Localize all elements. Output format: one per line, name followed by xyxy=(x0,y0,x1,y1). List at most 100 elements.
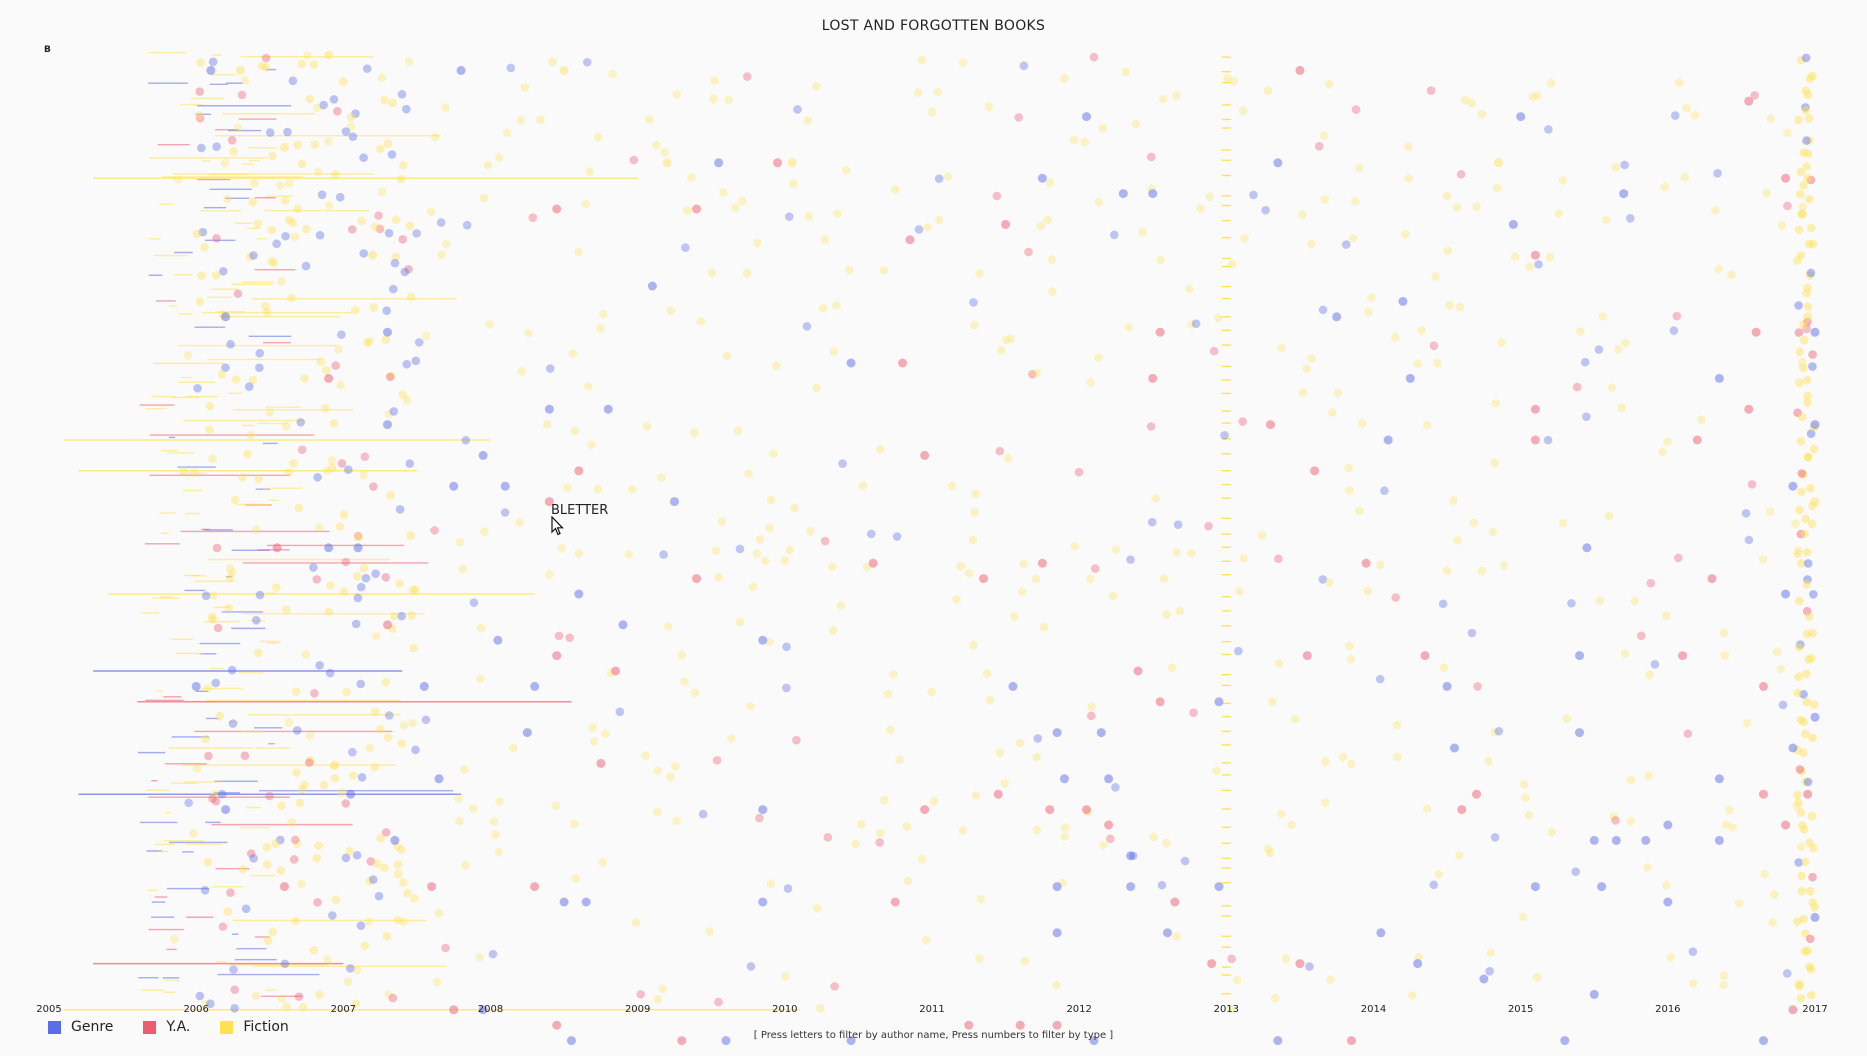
book-point[interactable] xyxy=(221,312,231,322)
book-point[interactable] xyxy=(1782,969,1792,978)
book-point[interactable] xyxy=(1794,798,1803,807)
book-point[interactable] xyxy=(1802,697,1812,707)
book-point[interactable] xyxy=(1543,435,1553,445)
book-point[interactable] xyxy=(397,739,407,748)
book-point[interactable] xyxy=(206,999,215,1008)
book-point[interactable] xyxy=(969,298,978,307)
book-point[interactable] xyxy=(1795,378,1804,388)
book-point[interactable] xyxy=(830,982,839,991)
book-point[interactable] xyxy=(738,196,747,206)
book-point[interactable] xyxy=(243,449,252,459)
book-point[interactable] xyxy=(195,991,205,1001)
book-point[interactable] xyxy=(780,971,790,981)
book-point[interactable] xyxy=(744,469,753,478)
book-point[interactable] xyxy=(384,711,394,720)
book-point[interactable] xyxy=(1348,233,1358,243)
book-point[interactable] xyxy=(593,132,603,142)
book-point[interactable] xyxy=(662,158,672,168)
book-point[interactable] xyxy=(279,882,289,892)
book-point[interactable] xyxy=(1017,587,1027,596)
book-point[interactable] xyxy=(1758,681,1768,691)
book-point[interactable] xyxy=(196,58,205,67)
book-point[interactable] xyxy=(570,819,579,829)
book-point[interactable] xyxy=(432,977,442,987)
book-point[interactable] xyxy=(1803,391,1812,401)
book-point[interactable] xyxy=(1798,363,1808,373)
book-point[interactable] xyxy=(672,816,681,826)
book-point[interactable] xyxy=(1547,827,1557,837)
book-point[interactable] xyxy=(237,90,247,100)
book-point[interactable] xyxy=(1162,838,1171,848)
book-point[interactable] xyxy=(255,363,264,373)
book-point[interactable] xyxy=(1052,728,1062,738)
book-point[interactable] xyxy=(1089,1036,1099,1046)
book-point[interactable] xyxy=(1490,458,1499,468)
book-point[interactable] xyxy=(1205,192,1215,202)
book-point[interactable] xyxy=(288,218,297,228)
book-point[interactable] xyxy=(1714,373,1724,383)
book-point[interactable] xyxy=(353,593,363,603)
book-point[interactable] xyxy=(1162,610,1171,619)
book-point[interactable] xyxy=(288,76,298,86)
book-point[interactable] xyxy=(405,459,415,468)
book-point[interactable] xyxy=(1582,412,1591,422)
book-point[interactable] xyxy=(1158,94,1168,104)
book-point[interactable] xyxy=(382,931,392,941)
book-point[interactable] xyxy=(390,835,400,845)
book-point[interactable] xyxy=(642,422,652,431)
book-point[interactable] xyxy=(1793,688,1803,698)
book-point[interactable] xyxy=(289,855,299,864)
book-point[interactable] xyxy=(1024,247,1033,257)
book-point[interactable] xyxy=(1802,289,1811,298)
book-point[interactable] xyxy=(618,620,628,630)
book-point[interactable] xyxy=(548,57,557,67)
book-point[interactable] xyxy=(1803,302,1813,311)
book-point[interactable] xyxy=(1276,809,1286,819)
book-point[interactable] xyxy=(337,788,347,798)
book-point[interactable] xyxy=(1619,189,1629,199)
book-point[interactable] xyxy=(1808,350,1817,359)
book-point[interactable] xyxy=(296,417,306,427)
book-point[interactable] xyxy=(1045,178,1055,187)
book-point[interactable] xyxy=(1794,301,1803,310)
book-point[interactable] xyxy=(1525,262,1535,271)
book-point[interactable] xyxy=(330,760,339,770)
book-point[interactable] xyxy=(636,990,645,999)
book-point[interactable] xyxy=(611,666,621,676)
book-point[interactable] xyxy=(755,534,765,544)
book-point[interactable] xyxy=(1804,194,1814,204)
book-point[interactable] xyxy=(1802,162,1811,171)
book-point[interactable] xyxy=(312,853,322,863)
book-point[interactable] xyxy=(1151,494,1161,503)
book-point[interactable] xyxy=(956,561,965,571)
book-point[interactable] xyxy=(248,197,258,207)
book-point[interactable] xyxy=(544,404,554,414)
book-point[interactable] xyxy=(659,550,668,559)
book-point[interactable] xyxy=(1765,507,1775,517)
book-point[interactable] xyxy=(281,422,291,431)
book-point[interactable] xyxy=(1214,882,1224,892)
book-point[interactable] xyxy=(1714,774,1724,784)
book-point[interactable] xyxy=(782,642,791,652)
book-point[interactable] xyxy=(1558,176,1568,185)
book-point[interactable] xyxy=(683,206,692,215)
book-point[interactable] xyxy=(192,764,202,773)
book-point[interactable] xyxy=(1234,646,1243,656)
book-point[interactable] xyxy=(353,965,362,975)
book-point[interactable] xyxy=(1798,357,1807,367)
book-point[interactable] xyxy=(315,990,324,999)
book-point[interactable] xyxy=(262,860,272,869)
book-point[interactable] xyxy=(582,57,592,67)
book-point[interactable] xyxy=(292,726,302,735)
book-point[interactable] xyxy=(489,817,499,826)
book-point[interactable] xyxy=(557,544,567,553)
book-point[interactable] xyxy=(1157,880,1167,890)
book-point[interactable] xyxy=(483,160,493,170)
book-point[interactable] xyxy=(1227,954,1236,964)
book-point[interactable] xyxy=(408,585,418,594)
book-point[interactable] xyxy=(782,683,791,693)
book-point[interactable] xyxy=(1391,593,1401,602)
book-point[interactable] xyxy=(790,503,799,513)
book-point[interactable] xyxy=(755,813,764,823)
book-point[interactable] xyxy=(1405,373,1415,383)
